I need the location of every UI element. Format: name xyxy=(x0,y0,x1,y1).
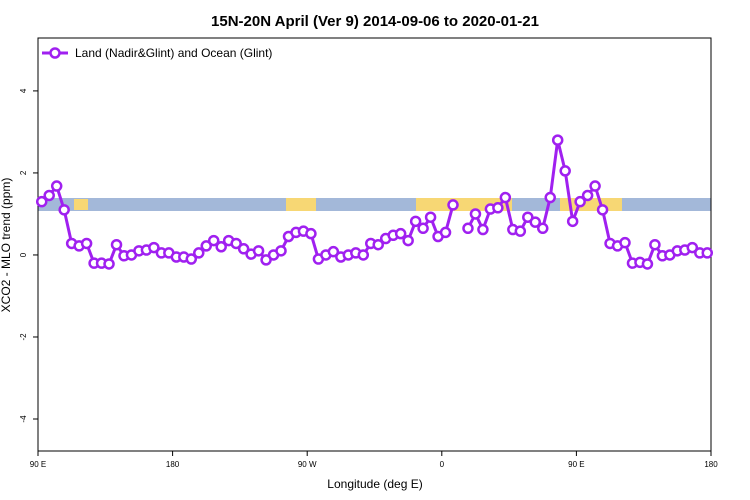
y-axis-label: XCO2 - MLO trend (ppm) xyxy=(0,178,13,313)
legend-label: Land (Nadir&Glint) and Ocean (Glint) xyxy=(75,46,272,60)
data-point xyxy=(641,258,654,270)
legend-marker xyxy=(49,47,61,59)
data-point xyxy=(185,253,198,265)
data-point xyxy=(43,189,55,202)
data-point xyxy=(529,216,542,228)
data-point xyxy=(544,191,556,204)
land-patch xyxy=(74,199,88,210)
data-point xyxy=(357,249,370,261)
data-point xyxy=(409,215,422,228)
x-tick-label: 90 W xyxy=(298,460,317,469)
data-point xyxy=(327,245,340,258)
data-point xyxy=(589,180,601,192)
data-point xyxy=(200,240,212,252)
data-point xyxy=(447,199,459,211)
y-tick-label: 4 xyxy=(19,88,28,93)
data-point xyxy=(522,211,534,223)
y-tick-label: 2 xyxy=(19,170,28,175)
data-point xyxy=(574,195,586,208)
data-point xyxy=(402,234,414,247)
ocean-band xyxy=(38,198,711,211)
plot-frame xyxy=(37,37,712,452)
data-point xyxy=(596,204,609,216)
y-tick-label: 0 xyxy=(19,252,28,257)
data-point xyxy=(80,237,93,250)
data-point xyxy=(499,191,512,204)
data-point xyxy=(559,165,571,177)
data-point xyxy=(649,238,661,251)
data-point xyxy=(619,236,631,249)
land-patch xyxy=(286,198,316,211)
y-tick-label: -2 xyxy=(19,333,28,341)
data-point xyxy=(35,195,48,208)
legend: Land (Nadir&Glint) and Ocean (Glint) xyxy=(42,46,272,60)
map-band xyxy=(38,198,711,211)
data-point xyxy=(581,189,594,202)
data-point xyxy=(50,180,63,192)
data-point xyxy=(514,225,527,237)
data-point xyxy=(462,222,474,235)
data-point xyxy=(148,241,160,254)
chart-title: 15N-20N April (Ver 9) 2014-09-06 to 2020… xyxy=(211,13,539,30)
data-point xyxy=(237,243,250,255)
data-point xyxy=(110,238,123,251)
x-tick-label: 180 xyxy=(166,460,180,469)
data-point xyxy=(207,234,220,247)
data-point xyxy=(215,241,227,253)
x-tick-label: 90 E xyxy=(30,460,46,469)
data-point xyxy=(230,237,242,250)
data-point xyxy=(477,223,489,236)
data-point xyxy=(193,247,205,259)
x-axis-label: Longitude (deg E) xyxy=(327,477,422,491)
x-tick-label: 180 xyxy=(704,460,718,469)
data-point xyxy=(394,227,407,240)
data-point xyxy=(686,241,699,254)
data-point xyxy=(424,211,437,223)
y-tick-label: -4 xyxy=(19,415,28,423)
data-point xyxy=(492,202,504,214)
data-point xyxy=(537,222,549,235)
data-point xyxy=(469,208,482,220)
data-point xyxy=(58,204,70,216)
data-point xyxy=(372,238,384,251)
x-tick-label: 90 E xyxy=(568,460,584,469)
data-point xyxy=(417,222,429,235)
data-point xyxy=(566,215,579,228)
data-point xyxy=(701,247,714,259)
x-tick-label: 0 xyxy=(440,460,445,469)
data-point xyxy=(551,134,564,146)
data-point xyxy=(305,227,317,240)
data-point xyxy=(275,245,287,257)
data-point xyxy=(103,258,115,270)
data-point xyxy=(439,226,452,239)
data-point xyxy=(252,245,265,257)
data-point xyxy=(260,254,272,266)
